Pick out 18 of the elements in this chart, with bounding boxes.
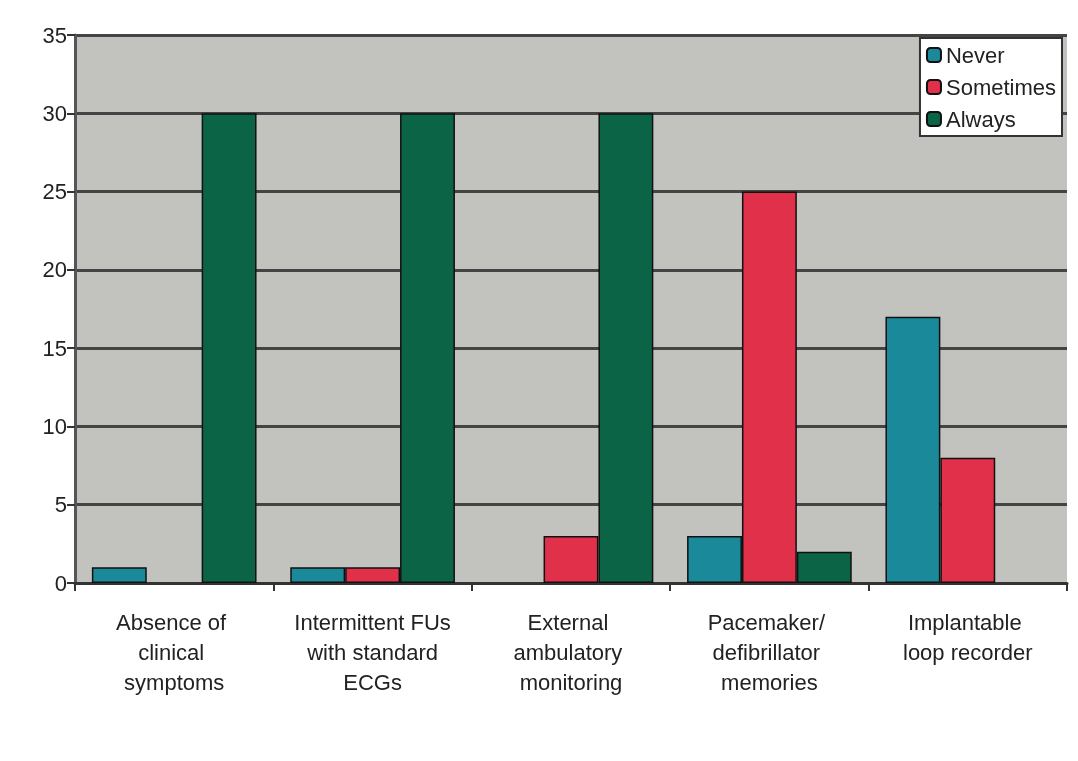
y-tick-label: 30 [42, 100, 67, 126]
y-tick-label: 25 [42, 179, 67, 205]
y-tick-label: 15 [42, 335, 67, 361]
y-tick-label: 35 [42, 22, 67, 48]
legend-label: Sometimes [945, 74, 1057, 100]
x-tick-label: External ambulatory monitoring [513, 609, 629, 695]
x-tick-label: Pacemaker/ defibrillator memories [707, 609, 832, 695]
x-tick-label: Absence of clinical symptoms [116, 609, 233, 695]
y-tick-label: 20 [42, 257, 67, 283]
legend-label: Never [945, 42, 1005, 68]
y-tick-label: 10 [42, 413, 67, 439]
y-tick-label: 0 [54, 570, 67, 596]
x-tick-label: Intermittent FUs with standard ECGs [294, 609, 451, 695]
x-tick-label: Implantable loop recorder [902, 609, 1033, 665]
legend-label: Always [945, 106, 1016, 132]
y-tick-label: 5 [54, 492, 67, 518]
bar [201, 113, 257, 583]
bar [91, 567, 147, 583]
